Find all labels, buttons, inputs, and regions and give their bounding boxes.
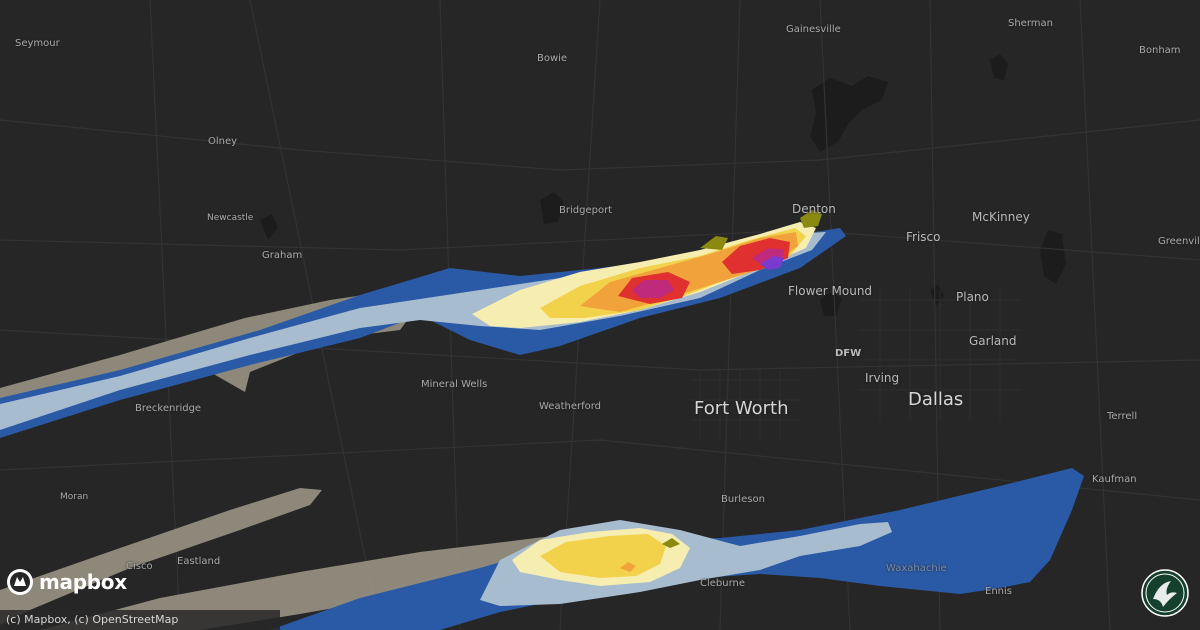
city-label-ennis: Ennis [985,586,1012,597]
city-label-dallas: Dallas [908,389,964,410]
city-label-seymour: Seymour [15,38,60,49]
city-label-plano: Plano [956,290,989,304]
brand-badge-icon [1141,569,1189,617]
city-label-terrell: Terrell [1107,411,1138,422]
mapbox-logo-text: mapbox [39,570,127,594]
city-label-gainesville: Gainesville [786,24,841,35]
city-label-breckenridge: Breckenridge [135,403,202,414]
lakes [260,54,1066,316]
city-label-irving: Irving [865,371,900,385]
city-label-graham: Graham [262,250,303,261]
city-label-eastland: Eastland [177,556,221,567]
city-label-burleson: Burleson [721,494,765,505]
city-label-fort-worth: Fort Worth [694,398,789,419]
swath-south-orange [620,562,636,572]
city-label-newcastle: Newcastle [207,213,254,223]
city-label-bonham: Bonham [1139,45,1181,56]
city-label-bridgeport: Bridgeport [559,205,613,216]
city-label-sherman: Sherman [1008,18,1053,29]
swath-north-olive [700,210,822,250]
city-label-weatherford: Weatherford [539,401,602,412]
city-label-kaufman: Kaufman [1092,474,1137,485]
city-label-cisco: Cisco [126,561,153,572]
swath-south-olive [662,538,680,548]
airport-label-dfw: DFW [835,348,862,359]
swath-north-magenta [632,248,784,298]
city-label-garland: Garland [969,334,1017,348]
city-label-cleburne: Cleburne [700,578,746,589]
city-grid [690,290,1020,440]
swath-south-gray-1 [0,488,322,625]
city-label-mckinney: McKinney [972,210,1030,224]
city-label-greenville: Greenvill [1158,236,1200,247]
city-label-olney: Olney [208,136,238,147]
mapbox-logo-icon [7,569,33,595]
swath-north-purple [760,256,784,270]
city-label-flower-mound: Flower Mound [788,284,873,298]
city-label-waxahachie: Waxahachie [886,563,947,574]
mapbox-logo[interactable]: mapbox [6,568,127,596]
city-label-bowie: Bowie [537,53,568,64]
city-label-denton: Denton [792,202,836,216]
map-attribution[interactable]: (c) Mapbox, (c) OpenStreetMap [0,610,280,630]
city-label-moran: Moran [60,492,89,502]
city-label-mineral-wells: Mineral Wells [421,379,488,390]
city-label-frisco: Frisco [906,230,941,244]
